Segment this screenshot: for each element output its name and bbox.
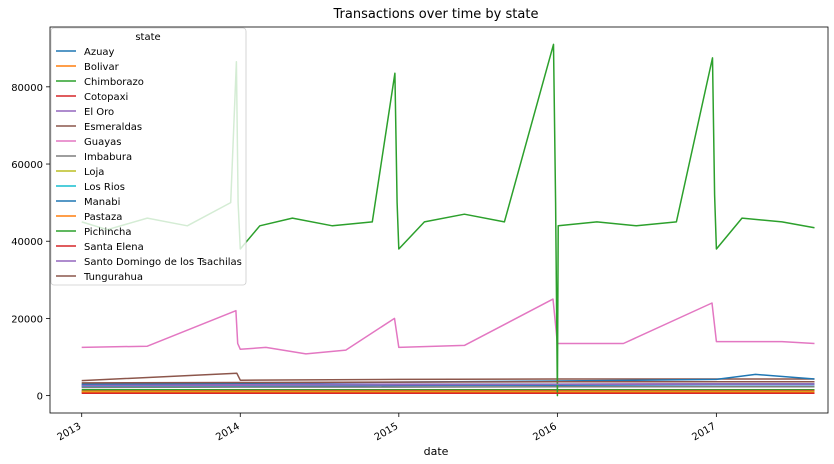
y-tick-label: 60000 [11, 160, 43, 171]
series-line [81, 386, 815, 389]
legend-label: Santa Elena [84, 242, 144, 253]
y-tick-label: 20000 [11, 314, 43, 325]
x-axis: 2013 2014 2015 2016 2017 [56, 413, 718, 443]
legend-label: Imbabura [84, 152, 132, 163]
x-tick-label: 2016 [531, 421, 559, 443]
series-line [81, 383, 815, 387]
x-tick-label: 2015 [373, 421, 401, 443]
legend-label: Azuay [84, 47, 115, 58]
x-tick-label: 2014 [214, 421, 242, 443]
legend-title: state [135, 32, 160, 43]
legend-label: Cotopaxi [84, 92, 128, 103]
legend: state Azuay Bolivar Chimborazo Cotopaxi El O… [50, 27, 247, 286]
x-tick-label: 2017 [690, 421, 718, 443]
series-line [81, 298, 815, 355]
legend-label: Esmeraldas [84, 122, 142, 133]
legend-label: Loja [84, 167, 104, 178]
legend-label: Pastaza [84, 212, 122, 223]
series-line [81, 380, 815, 384]
y-tick-label: 80000 [11, 83, 43, 94]
chart-title: Transactions over time by state [333, 7, 539, 22]
legend-label: Los Rios [84, 182, 125, 193]
y-tick-label: 40000 [11, 237, 43, 248]
x-axis-label: date [424, 445, 449, 458]
axes-frame [49, 26, 829, 414]
plot-area [81, 43, 815, 397]
legend-label: Guayas [84, 137, 121, 148]
legend-label: Bolivar [84, 62, 120, 73]
legend-box [50, 27, 247, 286]
x-tick-label: 2013 [56, 421, 84, 443]
legend-label: Manabi [84, 197, 120, 208]
legend-label: El Oro [84, 107, 114, 118]
y-tick-label: 0 [37, 392, 43, 403]
y-axis: 0 20000 40000 60000 80000 [11, 83, 50, 403]
legend-label: Pichincha [84, 227, 132, 238]
legend-label: Chimborazo [84, 77, 144, 88]
legend-label: Santo Domingo de los Tsachilas [84, 257, 242, 268]
legend-label: Tungurahua [83, 272, 143, 283]
